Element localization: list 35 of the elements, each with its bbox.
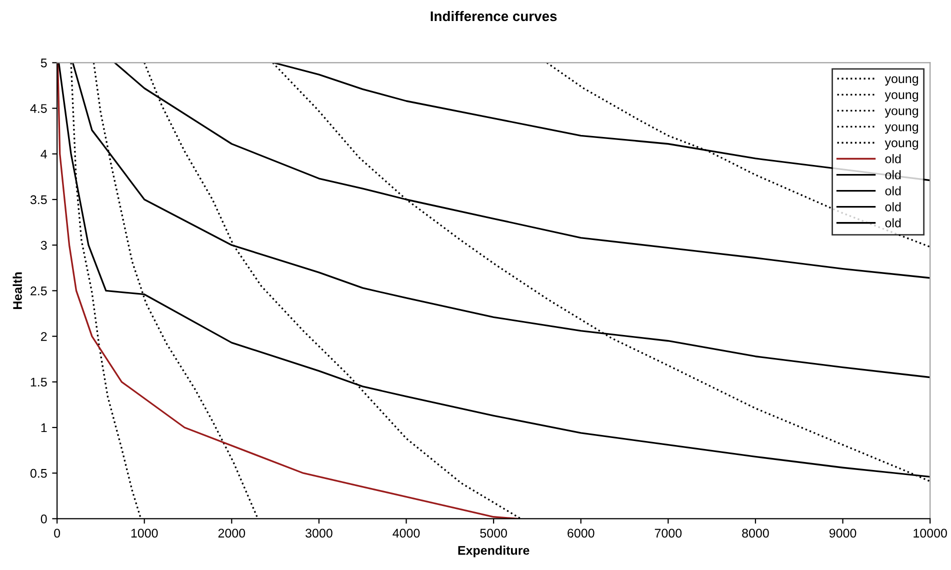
x-tick-label: 0 — [54, 528, 60, 538]
x-tick-label: 4000 — [392, 528, 420, 538]
x-tick-label: 8000 — [742, 528, 769, 538]
legend-label: young — [884, 124, 918, 134]
x-tick-label: 7000 — [654, 528, 682, 538]
legend-label: old — [885, 170, 901, 180]
x-tick-label: 10000 — [914, 528, 947, 538]
legend-label: young — [884, 76, 918, 86]
legend-label: young — [884, 140, 918, 150]
legend-label: old — [885, 186, 901, 196]
legend-label: old — [885, 154, 901, 164]
y-tick-label: 4 — [40, 150, 47, 158]
y-tick-label: 3.5 — [30, 195, 47, 204]
x-tick-label: 5000 — [480, 528, 507, 538]
x-tick-label: 1000 — [131, 528, 158, 538]
y-axis-title: Health — [12, 272, 22, 309]
x-tick-label: 3000 — [306, 528, 332, 538]
y-tick-label: 3 — [40, 240, 47, 250]
y-tick-label: 4.5 — [30, 104, 47, 113]
y-tick-label: 2 — [41, 332, 47, 341]
legend-label: young — [884, 108, 918, 118]
x-tick-label: 2000 — [218, 528, 246, 538]
x-axis-title: Expenditure — [458, 546, 530, 558]
y-tick-label: 0 — [40, 514, 47, 524]
x-tick-label: 9000 — [829, 528, 856, 538]
x-tick-label: 6000 — [568, 528, 594, 538]
y-tick-label: 1.5 — [30, 378, 47, 387]
y-tick-label: 5 — [40, 58, 47, 68]
legend-label: old — [885, 218, 901, 228]
legend-label: old — [885, 202, 901, 212]
y-tick-label: 0.5 — [30, 468, 47, 478]
chart-title: Indifference curves — [430, 10, 557, 22]
y-tick-label: 2.5 — [30, 286, 47, 296]
y-tick-label: 1 — [41, 423, 47, 432]
legend-label: young — [884, 92, 918, 102]
